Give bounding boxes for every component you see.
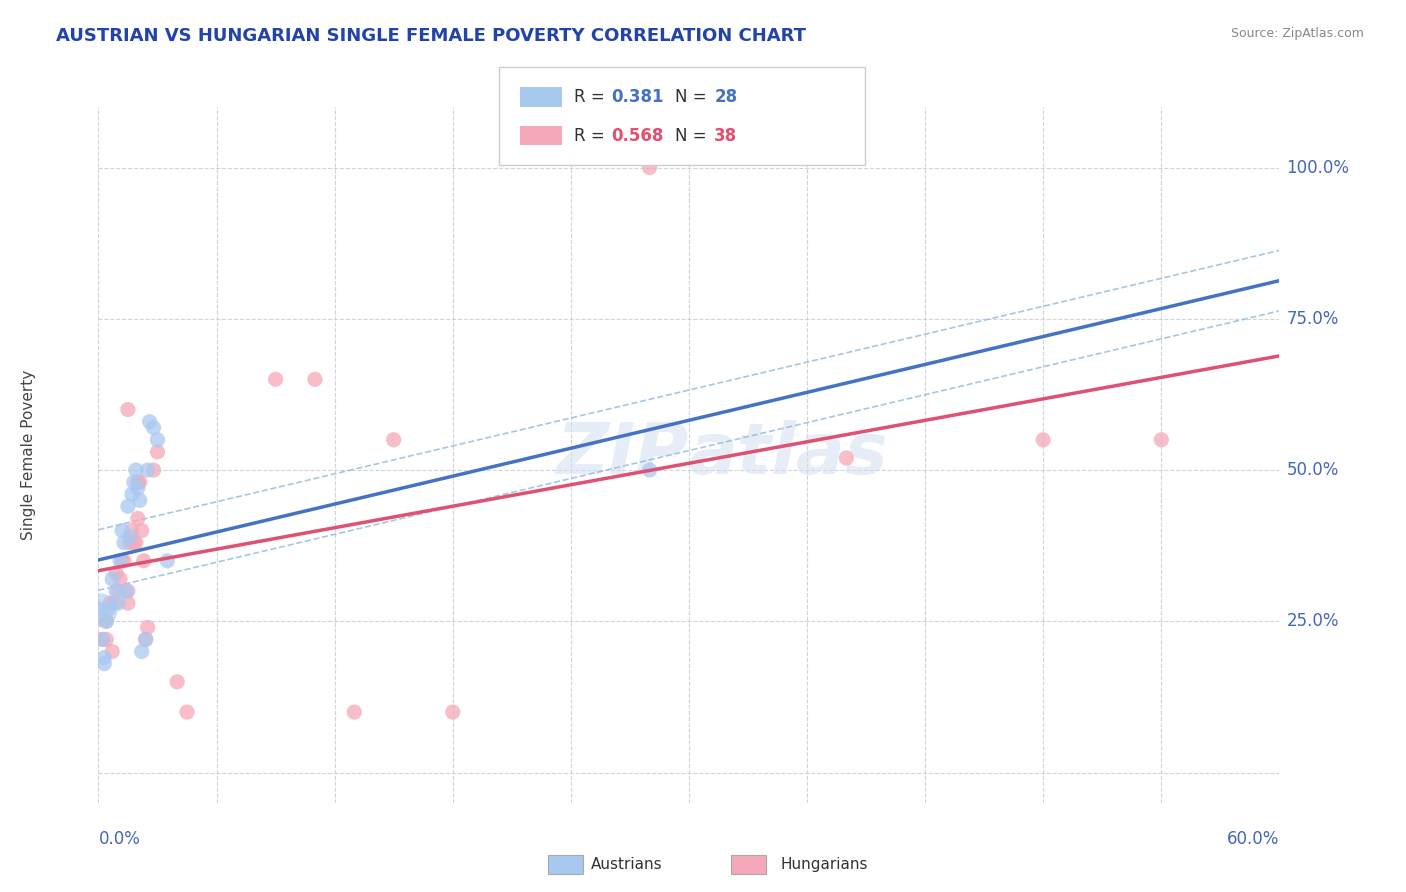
Point: [101, 644, 124, 658]
Text: 28: 28: [714, 88, 737, 106]
Text: 100.0%: 100.0%: [1286, 159, 1350, 177]
Point: [835, 450, 858, 465]
Point: [304, 372, 326, 386]
Point: [89, 602, 111, 616]
Point: [343, 705, 366, 719]
Point: [146, 433, 169, 447]
Text: Austrians: Austrians: [591, 857, 662, 871]
Point: [166, 674, 188, 689]
Text: atlas: atlas: [689, 420, 889, 490]
Text: 0.568: 0.568: [612, 127, 664, 145]
Point: [107, 596, 129, 610]
Point: [264, 372, 287, 386]
Point: [131, 524, 153, 538]
Text: 60.0%: 60.0%: [1227, 830, 1279, 847]
Point: [146, 445, 169, 459]
Point: [97, 602, 120, 616]
Point: [107, 584, 129, 599]
Point: [125, 535, 148, 549]
Point: [117, 584, 139, 599]
Text: N =: N =: [675, 88, 711, 106]
Point: [93, 650, 115, 665]
Text: R =: R =: [574, 88, 610, 106]
Point: [98, 596, 121, 610]
Point: [108, 554, 131, 568]
Point: [96, 632, 118, 647]
Point: [136, 463, 159, 477]
Point: [118, 535, 141, 549]
Text: Source: ZipAtlas.com: Source: ZipAtlas.com: [1230, 27, 1364, 40]
Point: [382, 433, 405, 447]
Text: 75.0%: 75.0%: [1286, 310, 1339, 327]
Point: [1150, 433, 1173, 447]
Point: [142, 463, 165, 477]
Point: [135, 632, 157, 647]
Point: [638, 161, 661, 175]
Point: [111, 554, 134, 568]
Point: [156, 554, 179, 568]
Point: [89, 603, 111, 617]
Point: [111, 524, 134, 538]
Text: N =: N =: [675, 127, 711, 145]
Point: [128, 475, 150, 490]
Text: 25.0%: 25.0%: [1286, 612, 1339, 631]
Point: [142, 420, 165, 434]
Point: [96, 615, 118, 629]
Point: [117, 596, 139, 610]
Text: Hungarians: Hungarians: [780, 857, 868, 871]
Point: [138, 415, 160, 429]
Point: [112, 535, 135, 549]
Point: [121, 524, 143, 538]
Point: [117, 402, 139, 417]
Point: [1032, 433, 1054, 447]
Point: [125, 463, 148, 477]
Point: [101, 572, 124, 586]
Point: [122, 475, 145, 490]
Text: R =: R =: [574, 127, 610, 145]
Point: [122, 535, 145, 549]
Point: [441, 705, 464, 719]
Text: ZIP: ZIP: [557, 420, 689, 490]
Point: [127, 481, 149, 495]
Point: [127, 475, 149, 490]
Text: AUSTRIAN VS HUNGARIAN SINGLE FEMALE POVERTY CORRELATION CHART: AUSTRIAN VS HUNGARIAN SINGLE FEMALE POVE…: [56, 27, 806, 45]
Point: [121, 487, 143, 501]
Point: [638, 463, 661, 477]
Point: [136, 620, 159, 634]
Point: [91, 632, 114, 647]
Point: [105, 584, 128, 599]
Text: Single Female Poverty: Single Female Poverty: [21, 370, 35, 540]
Text: 50.0%: 50.0%: [1286, 461, 1339, 479]
Point: [118, 530, 141, 544]
Point: [117, 500, 139, 514]
Point: [112, 554, 135, 568]
Text: 38: 38: [714, 127, 737, 145]
Point: [96, 615, 118, 629]
Point: [132, 554, 155, 568]
Point: [135, 632, 157, 647]
Point: [108, 572, 131, 586]
Point: [127, 511, 149, 525]
Text: 0.0%: 0.0%: [98, 830, 141, 847]
Point: [105, 566, 128, 580]
Point: [128, 493, 150, 508]
Point: [176, 705, 198, 719]
Point: [91, 632, 114, 647]
Point: [93, 657, 115, 671]
Point: [131, 644, 153, 658]
Text: 0.381: 0.381: [612, 88, 664, 106]
Point: [115, 584, 138, 599]
Point: [103, 596, 125, 610]
